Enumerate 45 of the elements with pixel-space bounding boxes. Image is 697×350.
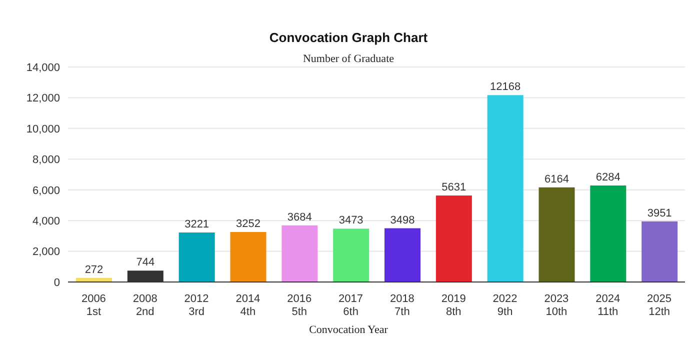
bar: [333, 228, 370, 282]
x-tick-label: 2019 8th: [441, 293, 466, 318]
data-label: 3221: [184, 218, 210, 231]
data-label: 12168: [490, 81, 521, 94]
x-tick-label: 2016 5th: [287, 293, 312, 318]
x-tick-label: 2025 12th: [647, 293, 672, 318]
bar: [538, 187, 575, 282]
x-tick-label: 2023 10th: [544, 293, 569, 318]
x-tick-label: 2017 6th: [338, 293, 364, 318]
bar: [487, 95, 524, 282]
y-tick-label: 8,000: [32, 154, 60, 166]
chart-title: Convocation Graph Chart: [268, 30, 429, 45]
x-tick-label: 2024 11th: [596, 293, 620, 318]
data-label: 3473: [338, 214, 364, 227]
x-tick-label: 2012 3rd: [184, 293, 209, 318]
data-label: 5631: [442, 182, 466, 194]
bar: [384, 228, 420, 282]
x-tick-label: 2006 1st: [81, 293, 106, 318]
data-label: 3951: [647, 207, 672, 220]
y-tick-label: 0: [54, 276, 60, 289]
bar: [178, 232, 215, 282]
y-tick-label: 14,000: [26, 62, 60, 74]
data-label: 3252: [236, 218, 260, 230]
bar: [642, 221, 678, 282]
y-tick-label: 12,000: [26, 92, 60, 105]
data-label: 6284: [596, 171, 620, 184]
chart-subtitle: Number of Graduate: [302, 53, 394, 65]
y-tick-label: 6,000: [32, 184, 60, 197]
data-label: 6164: [544, 173, 569, 186]
x-axis-title: Convocation Year: [308, 324, 389, 336]
y-tick-label: 2,000: [32, 246, 60, 258]
data-label: 3684: [287, 211, 312, 224]
y-tick-label: 10,000: [26, 123, 60, 136]
y-tick-label: 4,000: [32, 215, 60, 228]
data-label: 3498: [390, 214, 415, 226]
bar: [590, 185, 626, 282]
x-tick-label: 2022 9th: [492, 293, 518, 318]
x-tick-label: 2008 2nd: [132, 293, 158, 318]
data-label: 272: [84, 264, 104, 276]
bar: [282, 225, 318, 282]
bar: [230, 232, 266, 282]
bar: [436, 196, 472, 282]
x-tick-label: 2014 4th: [236, 293, 260, 318]
x-tick-label: 2018 7th: [390, 293, 414, 318]
data-label: 744: [136, 256, 155, 269]
